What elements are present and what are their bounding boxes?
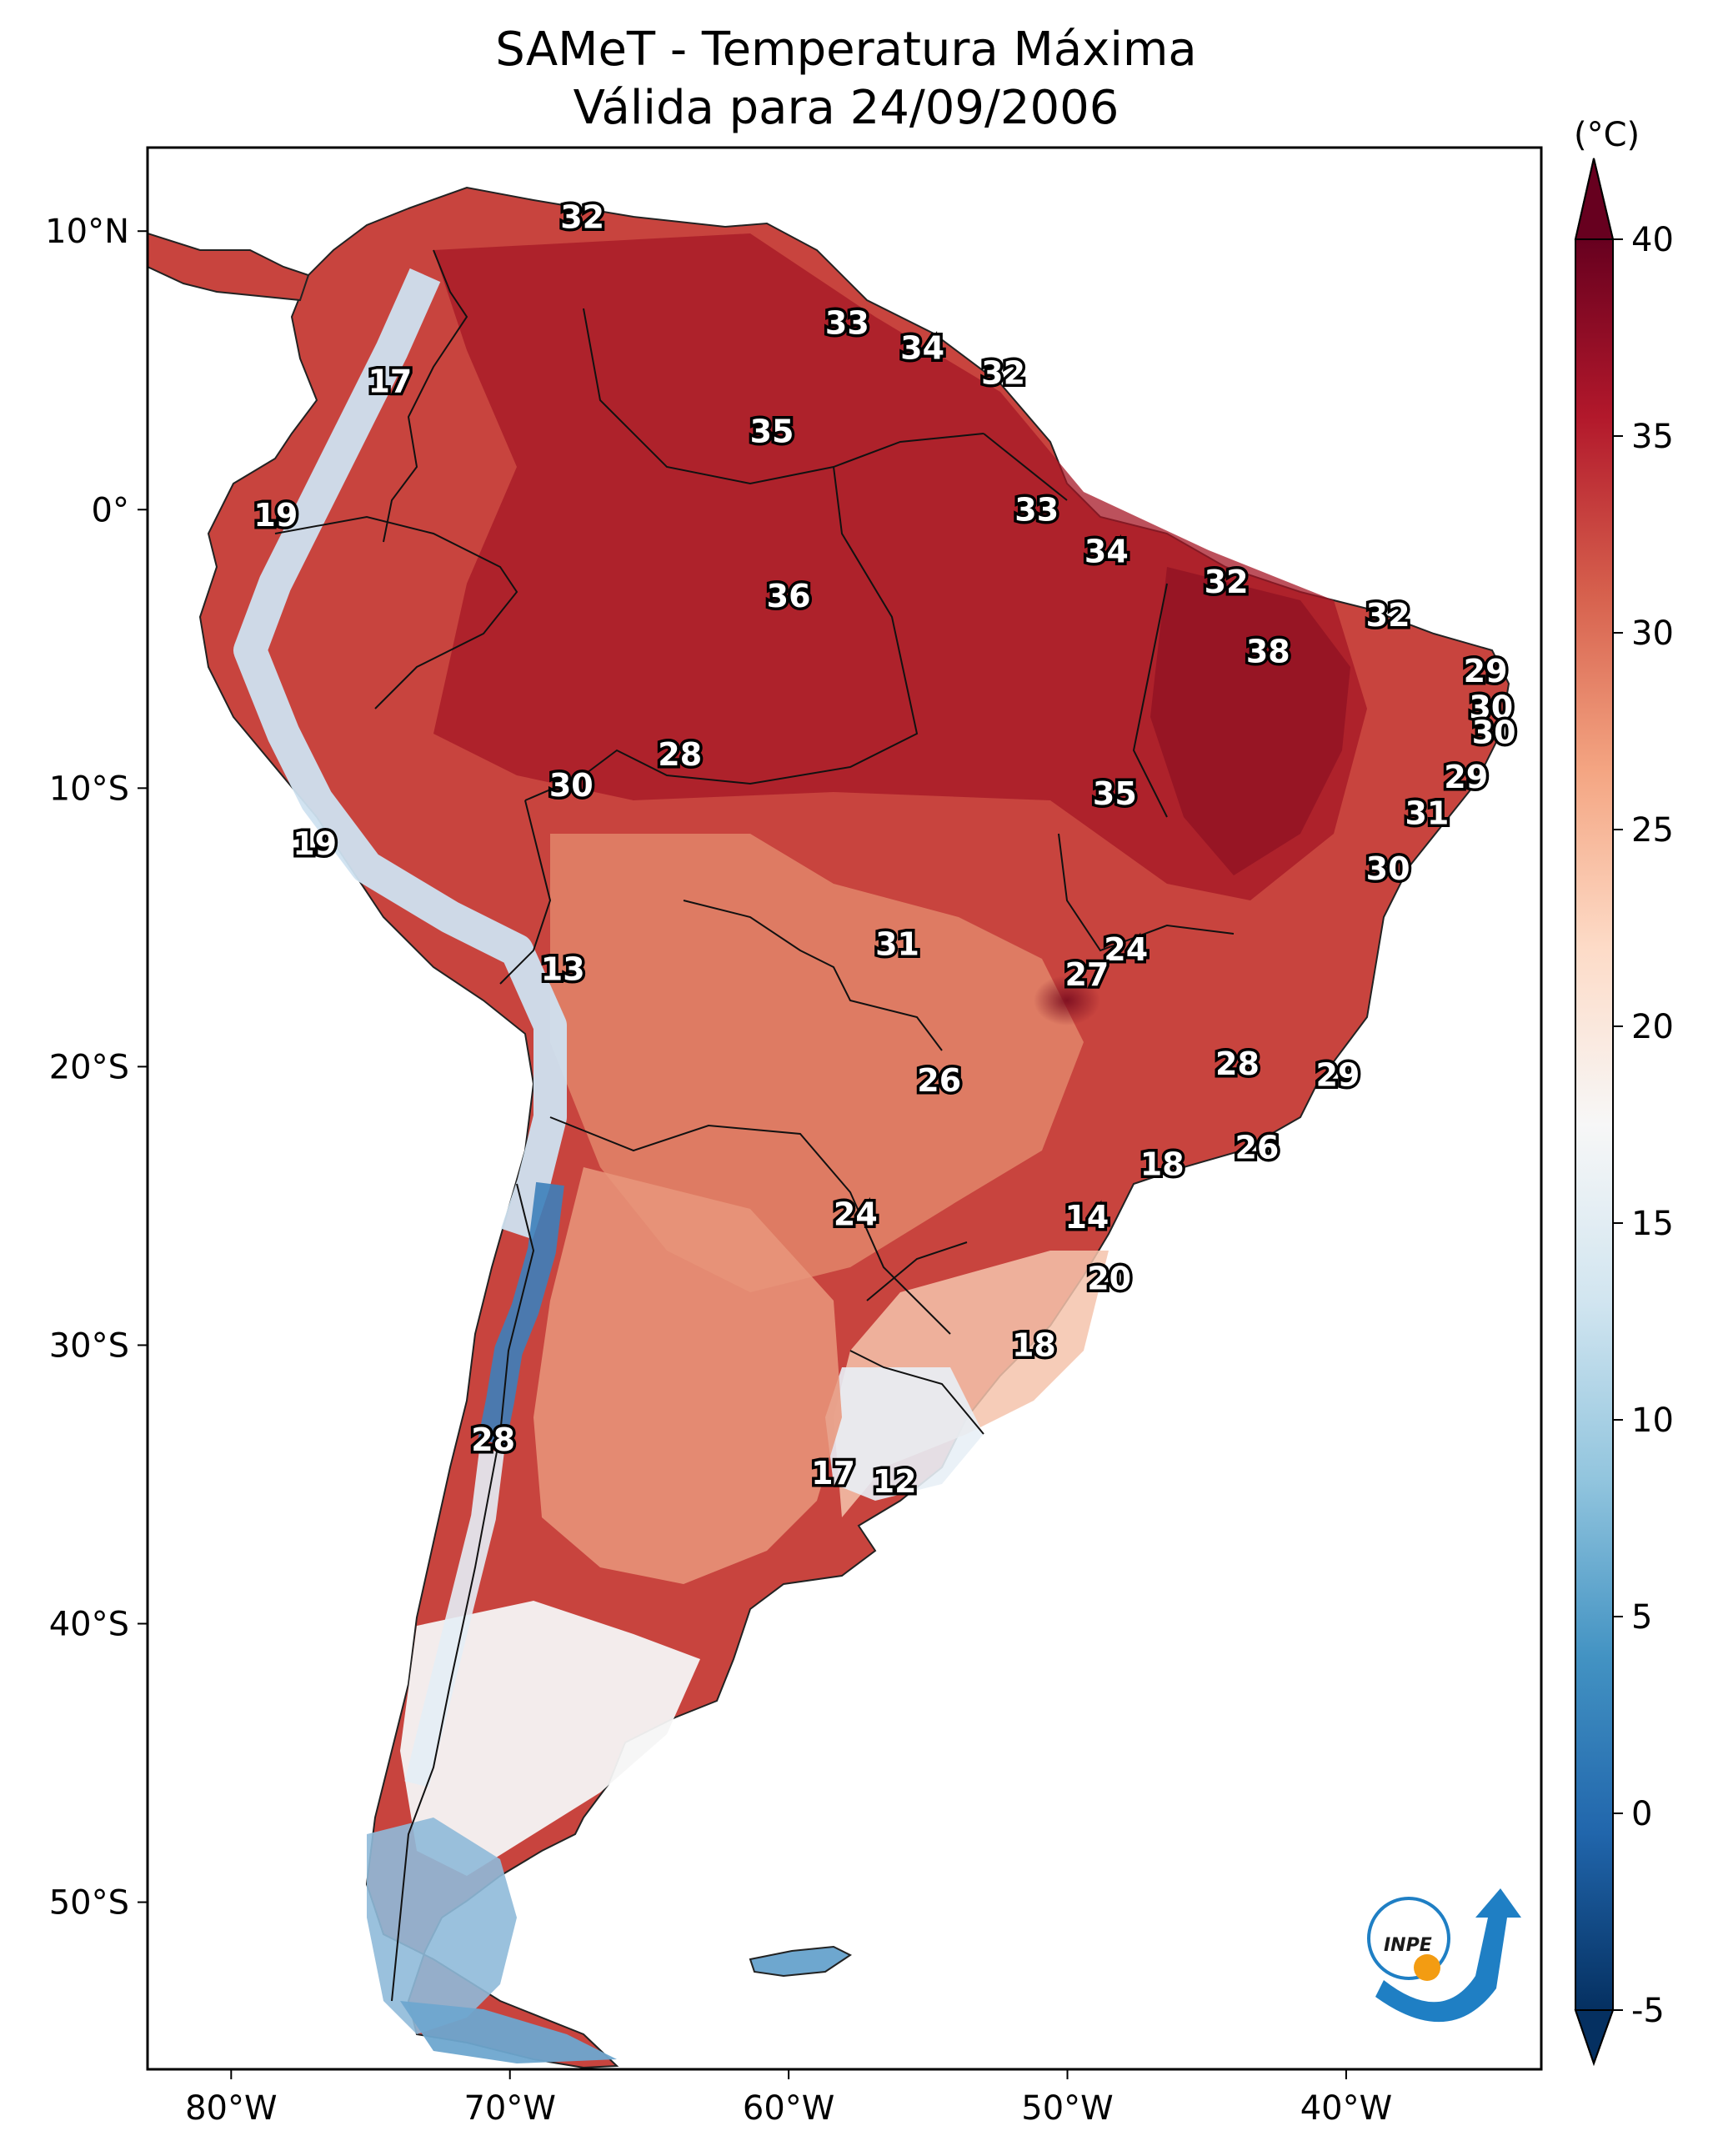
inpe-logo: INPE	[1367, 1888, 1521, 2023]
city-temperature-label: 17	[811, 1455, 855, 1492]
colorbar-tick-label: 25	[1631, 811, 1674, 850]
andes-light-band-south	[404, 1449, 504, 1787]
city-temperature-label: 32	[560, 199, 604, 236]
logo-sun-icon	[1414, 1954, 1440, 1981]
lat-tick-label: 10°S	[49, 770, 129, 808]
city-temperature-label: 32	[1205, 564, 1249, 600]
city-temperature-label: 27	[1064, 956, 1109, 993]
colorbar-tick-label: 40	[1631, 221, 1674, 259]
tierra-del-fuego-region	[400, 2001, 617, 2063]
country-borders	[274, 249, 1235, 2002]
colorbar-max-arrow	[1574, 158, 1615, 240]
falkland-islands	[749, 1945, 852, 1978]
lat-tick-label: 30°S	[49, 1326, 129, 1365]
city-temperature-label: 28	[471, 1421, 515, 1458]
city-temperature-label: 31	[875, 925, 919, 962]
logo-text: INPE	[1384, 1935, 1432, 1956]
colorbar-tick-label: 10	[1631, 1401, 1674, 1440]
city-temperature-label: 19	[253, 497, 298, 534]
city-temperature-label: 20	[1087, 1260, 1131, 1296]
lon-tick-label: 40°W	[1300, 2089, 1392, 2128]
colorbar-tick-label: -5	[1631, 1992, 1665, 2030]
uruguay-cool-region	[825, 1367, 984, 1501]
colorbar-body	[1575, 239, 1613, 2010]
lat-tick-label: 0°	[92, 491, 129, 529]
brazil-hotspot	[1034, 975, 1100, 1025]
temperature-regions	[233, 233, 1367, 2063]
colorbar-ticks: 40 35 30 25 20 15 10 5 0 -5	[1613, 221, 1674, 2030]
map-frame	[146, 146, 1543, 2071]
city-temperature-label: 12	[873, 1463, 917, 1500]
city-temperature-label: 18	[1012, 1326, 1056, 1363]
city-temperature-label: 30	[1469, 689, 1513, 725]
colorbar-tick-label: 15	[1631, 1205, 1674, 1243]
lat-tick-label: 10°N	[45, 213, 129, 251]
city-temperature-label: 29	[1315, 1056, 1360, 1093]
city-temperature-label: 28	[1215, 1045, 1260, 1082]
city-temperature-label: 35	[750, 414, 794, 450]
lon-tick-label: 60°W	[743, 2089, 834, 2128]
lat-tick-label: 40°S	[49, 1606, 129, 1644]
lat-tick-label: 20°S	[49, 1048, 129, 1086]
lon-tick-label: 80°W	[185, 2089, 277, 2128]
colorbar-min-arrow	[1574, 2009, 1615, 2067]
city-temperature-label: 13	[541, 950, 585, 987]
logo-arrow-icon	[1375, 1888, 1521, 2023]
colorbar-tick-label: 30	[1631, 614, 1674, 653]
city-temperature-label: 26	[1235, 1129, 1279, 1166]
colorbar-tick-label: 35	[1631, 418, 1674, 456]
city-temperature-label: 34	[900, 330, 944, 367]
city-temperature-label: 17	[368, 364, 412, 400]
city-value-layer: 3217193334323536333432323829303029313028…	[251, 196, 1519, 1503]
city-temperature-label: 30	[549, 767, 594, 804]
lat-tick-label: 50°S	[49, 1884, 129, 1923]
andes-cold-band-south	[478, 1181, 564, 1446]
city-temperature-label: 18	[1140, 1146, 1185, 1182]
city-temperature-label: 33	[1014, 491, 1059, 528]
city-temperature-label: 28	[658, 736, 702, 773]
city-temperature-label: 32	[981, 355, 1025, 392]
city-temperature-label: 24	[1104, 931, 1148, 968]
city-temperature-label: 24	[834, 1196, 878, 1232]
city-temperature-label: 36	[767, 578, 811, 614]
colorbar-tick-label: 20	[1631, 1008, 1674, 1046]
map-title-line2: Válida para 24/09/2006	[573, 81, 1119, 135]
colorbar-tick-label: 0	[1631, 1795, 1652, 1833]
patagonia-cool-region	[400, 1601, 700, 1876]
colorbar-unit: (°C)	[1574, 116, 1640, 154]
city-temperature-label: 29	[1444, 759, 1488, 795]
city-temperature-label: 33	[825, 304, 869, 341]
city-temperature-label: 31	[1405, 795, 1449, 831]
central-warm-region	[550, 834, 1084, 1292]
andes-cold-band	[233, 268, 567, 1240]
city-temperature-label: 35	[1093, 775, 1137, 812]
city-temperature-label: 14	[1064, 1199, 1109, 1236]
map-axes: 80°W 70°W 60°W 50°W 40°W 10°N 0° 10°S 20°S 30°S 40…	[45, 213, 1392, 2128]
lon-tick-label: 50°W	[1021, 2089, 1113, 2128]
northeast-hot-region	[1150, 567, 1350, 875]
lon-tick-label: 70°W	[463, 2089, 555, 2128]
map-area: 3217193334323536333432323829303029313028…	[148, 148, 1541, 2069]
city-temperature-label: 34	[1084, 533, 1129, 569]
city-temperature-label: 26	[917, 1062, 961, 1099]
amazon-hot-region	[433, 233, 1367, 900]
city-temperature-label: 30	[1366, 850, 1410, 887]
city-temperature-label: 30	[1472, 714, 1516, 751]
colorbar-tick-label: 5	[1631, 1598, 1652, 1637]
city-temperature-label: 32	[1366, 597, 1410, 634]
colorbar: (°C) 40 35 30 25 20 15 10 5 0 -5	[1574, 116, 1674, 2067]
map-title-line1: SAMeT - Temperatura Máxima	[495, 23, 1197, 77]
central-america-strip	[148, 232, 310, 302]
city-temperature-label: 29	[1464, 653, 1508, 689]
argentina-warm-region	[533, 1167, 842, 1584]
city-temperature-label: 19	[293, 825, 337, 862]
city-temperature-label: 38	[1246, 634, 1290, 670]
logo-globe-icon	[1367, 1897, 1450, 1980]
